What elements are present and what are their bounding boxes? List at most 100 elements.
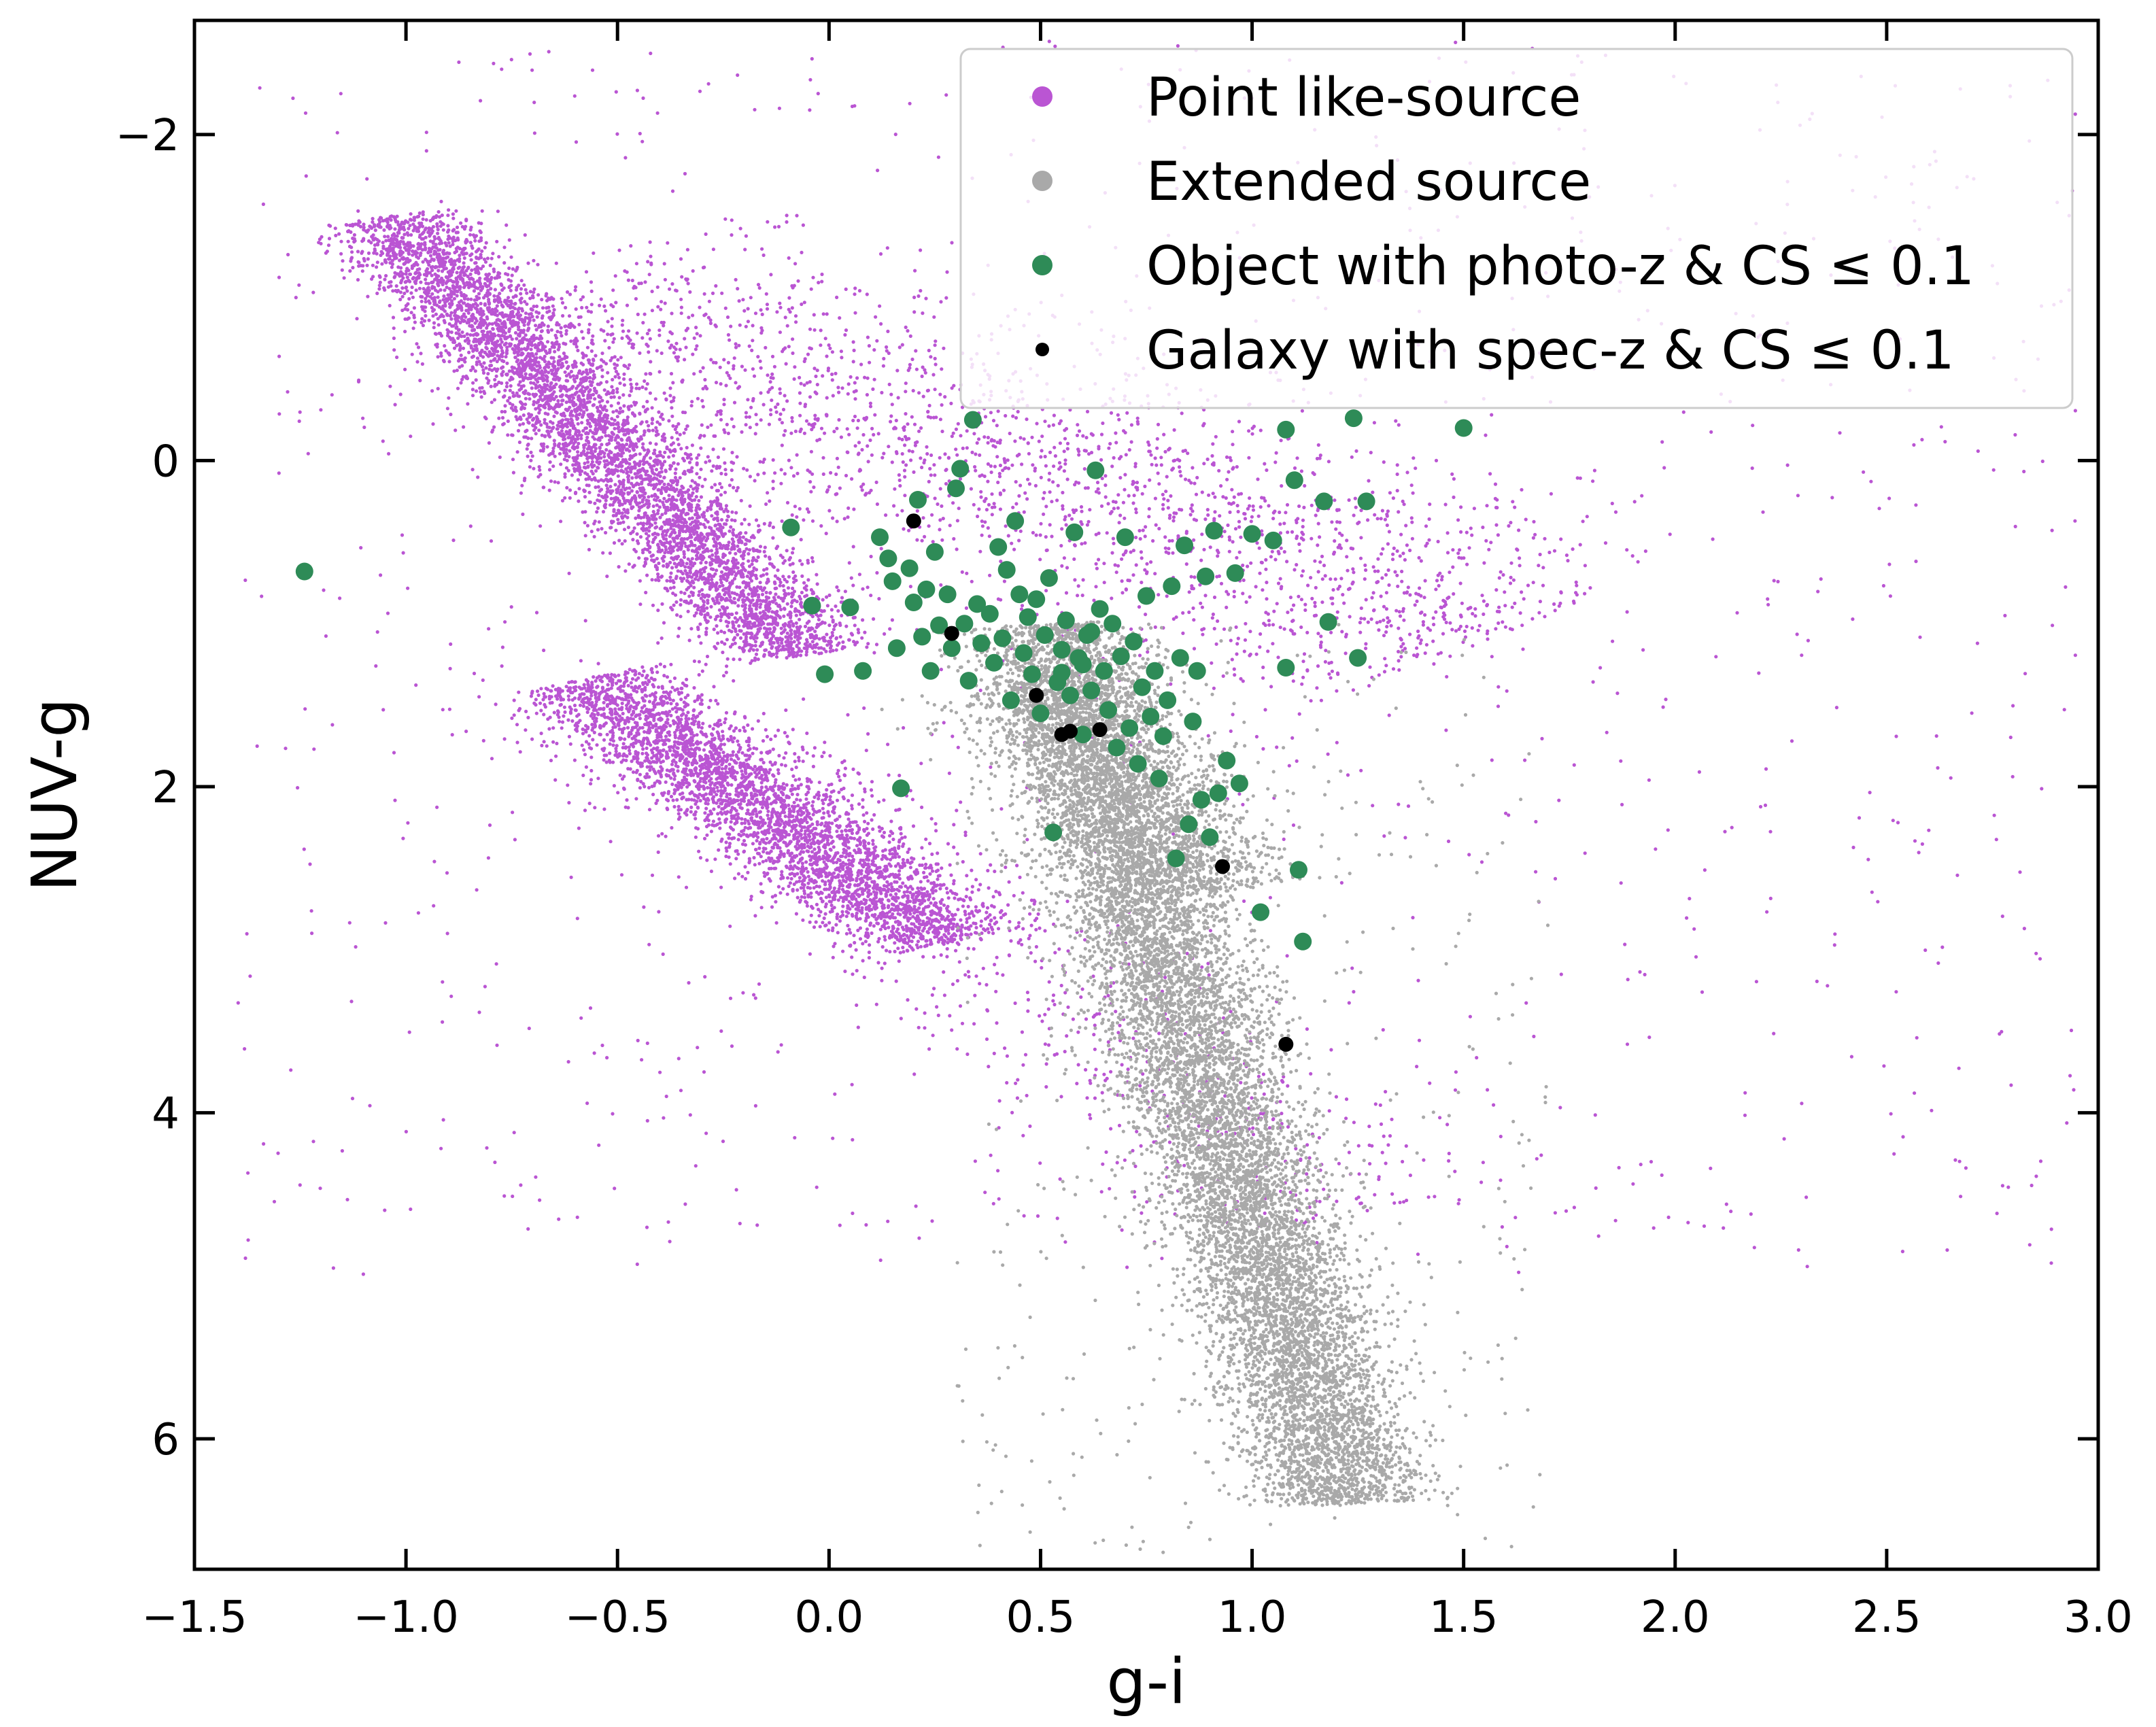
point [772,565,776,569]
point [388,254,392,258]
point [469,344,473,348]
point [443,288,447,292]
point [717,522,721,526]
point [372,251,376,255]
point [804,638,809,642]
point [320,235,324,239]
point [738,547,742,551]
point [446,351,450,355]
point [505,298,509,303]
point [694,537,698,542]
point [690,498,694,502]
point [764,635,768,639]
point [660,485,664,490]
point [730,478,734,482]
point [671,536,675,541]
point [808,643,812,647]
point [485,315,489,319]
point [619,488,623,492]
point [508,334,513,338]
point [549,381,553,386]
point [722,560,726,564]
point [547,371,551,375]
point [672,562,677,566]
point [853,641,858,645]
point [798,613,803,617]
point [383,235,387,239]
point [407,252,411,256]
point [662,496,666,500]
point [827,509,832,513]
point [866,642,870,646]
point [654,468,659,472]
point [785,549,789,553]
point [594,420,598,424]
point [413,320,417,324]
point [568,375,572,379]
point [383,218,388,222]
point [626,366,630,371]
point [768,622,772,626]
point [479,281,483,286]
point [464,309,468,313]
point [464,218,468,222]
point [829,615,834,619]
point [504,384,509,389]
point [684,599,688,604]
point [604,493,608,497]
point [571,456,575,460]
point [779,607,783,612]
point [715,516,719,520]
point [872,617,876,621]
point [689,627,694,631]
point [526,261,530,265]
point [630,476,634,480]
point [700,592,704,597]
point [645,527,649,531]
point [819,651,823,655]
point [510,273,514,277]
point [775,649,779,653]
point [812,644,817,648]
point [529,352,533,356]
point [813,650,817,654]
point [426,271,431,275]
point [587,490,592,494]
point [436,295,440,299]
point [572,437,577,441]
point [411,244,415,248]
point [496,273,500,278]
point [740,521,744,526]
point [778,615,782,619]
point [525,291,529,295]
point [798,597,802,601]
point [687,508,691,512]
point [468,233,473,237]
point [617,538,621,543]
point [477,296,481,301]
point [617,565,621,569]
point [576,450,580,454]
point [466,341,470,345]
point [520,402,525,407]
point [542,378,546,382]
point [709,532,713,536]
point [727,571,731,575]
point [785,631,789,635]
point [556,347,560,352]
point [810,615,815,619]
point [778,553,783,558]
point [480,330,484,334]
point [398,258,402,262]
point [433,250,438,254]
point [393,271,397,275]
point [383,277,387,281]
point [696,626,700,630]
point [514,288,519,292]
point [402,262,406,266]
point [795,653,800,657]
point [645,521,649,526]
point [437,255,441,259]
point [762,521,766,526]
point [518,415,522,420]
